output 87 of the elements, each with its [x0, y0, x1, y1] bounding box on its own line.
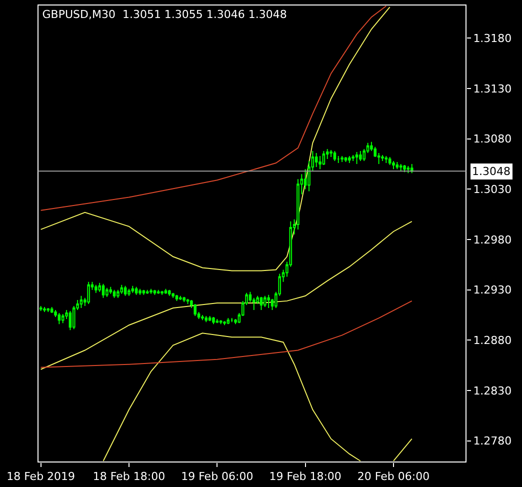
candlestick — [58, 312, 61, 325]
candlestick — [186, 298, 190, 304]
candlestick — [50, 306, 54, 314]
candlestick — [260, 296, 263, 310]
y-tick-label: 1.2780 — [473, 434, 512, 448]
x-tick-label: 18 Feb 18:00 — [92, 470, 166, 484]
candlestick — [208, 316, 212, 322]
candlestick — [223, 320, 226, 326]
candlestick — [112, 289, 116, 298]
candlestick — [46, 307, 50, 313]
line-series — [40, 6, 390, 272]
y-tick-label: 1.2830 — [473, 384, 512, 398]
candlestick — [264, 295, 266, 308]
ref-line-label: 1.3048 — [472, 165, 510, 178]
candlestick — [131, 285, 134, 294]
line-series — [40, 220, 412, 370]
candlestick — [150, 288, 152, 294]
candlestick — [348, 155, 351, 164]
candlestick — [340, 155, 344, 163]
candlestick — [168, 289, 171, 296]
candlestick — [61, 314, 64, 324]
candlestick — [355, 151, 358, 165]
candlestick — [352, 154, 354, 162]
candlestick — [164, 288, 168, 294]
y-tick-label: 1.2980 — [473, 233, 512, 246]
candlestick — [146, 289, 149, 294]
candlestick — [142, 289, 146, 296]
candlestick — [318, 155, 322, 170]
y-tick-label: 1.3180 — [473, 32, 512, 46]
candlestick — [39, 305, 42, 312]
candlestick — [134, 286, 138, 296]
candlestick — [120, 284, 124, 294]
candlestick — [204, 316, 208, 323]
candlestick — [160, 290, 164, 296]
line-series — [40, 6, 387, 211]
candlestick — [182, 296, 186, 302]
y-tick-label: 1.3030 — [473, 183, 512, 196]
candlestick — [384, 155, 388, 164]
candlestick — [106, 287, 108, 298]
x-tick-label: 18 Feb 2019 — [6, 470, 76, 484]
candlestick — [396, 162, 399, 170]
candlestick — [109, 286, 112, 294]
candlestick — [337, 155, 340, 164]
candlestick — [138, 288, 142, 296]
candlestick — [194, 303, 197, 317]
candlestick — [322, 150, 326, 166]
candlestick — [388, 156, 392, 166]
candlestick — [333, 150, 336, 162]
candlestick — [399, 164, 402, 172]
candlestick — [94, 284, 98, 294]
candlestick — [219, 320, 222, 325]
candlestick — [175, 294, 178, 302]
x-tick-label: 20 Feb 06:00 — [357, 470, 430, 484]
candlestick — [43, 306, 46, 313]
candlestick — [406, 166, 410, 174]
y-tick-label: 1.3130 — [473, 82, 512, 96]
candlestick — [314, 152, 318, 168]
candlestick — [87, 281, 90, 304]
line-series — [40, 300, 412, 368]
candlestick — [116, 289, 120, 298]
y-tick-label: 1.3080 — [473, 132, 512, 146]
candlestick — [153, 289, 156, 296]
x-tick-label: 19 Feb 06:00 — [181, 470, 254, 484]
candlestick — [124, 285, 127, 296]
candlestick — [410, 164, 414, 174]
candlestick — [230, 318, 234, 323]
candlestick — [80, 295, 83, 308]
candlestick — [226, 318, 230, 325]
chart-title: GBPUSD,M30 1.3051 1.3055 1.3046 1.3048 — [42, 8, 287, 21]
candlestick — [344, 156, 348, 163]
candlestick — [201, 314, 204, 321]
candlestick — [128, 288, 130, 296]
candlestick — [212, 316, 215, 325]
candlestick — [102, 283, 105, 298]
y-tick-label: 1.2930 — [473, 284, 512, 297]
candlestick — [179, 295, 182, 300]
candlestick — [172, 292, 174, 298]
candlestick — [156, 289, 160, 294]
candlestick — [267, 294, 270, 308]
x-tick-label: 19 Feb 18:00 — [269, 470, 342, 484]
candlestick — [216, 318, 219, 324]
candlestick — [330, 149, 332, 158]
candlestick — [381, 154, 384, 162]
y-tick-label: 1.2880 — [473, 334, 512, 348]
candlestick — [392, 160, 395, 170]
candlestick — [403, 164, 406, 173]
candlestick — [359, 150, 362, 162]
